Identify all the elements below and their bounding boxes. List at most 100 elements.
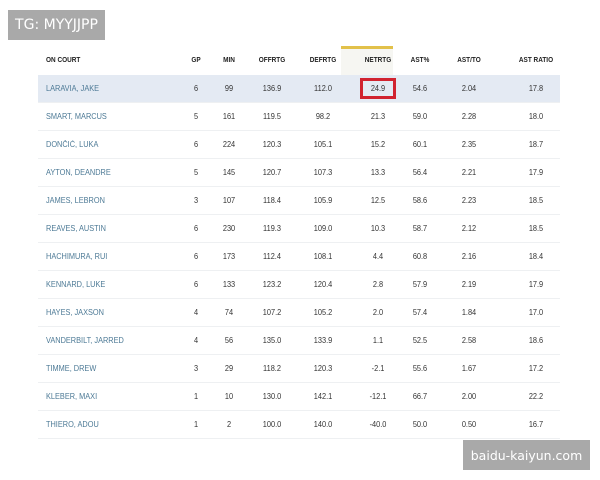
cell-name[interactable]: AYTON, DEANDRE [46, 168, 111, 177]
table-row[interactable]: REAVES, AUSTIN 6 230 119.3 109.0 10.3 58.7 2.12… [38, 215, 560, 243]
table-row[interactable]: JAMES, LEBRON 3 107 118.4 105.9 12.5 58.6 2.23 1… [38, 187, 560, 215]
cell-ast-to: 2.23 [461, 196, 477, 205]
cell-offrtg: 119.3 [263, 224, 281, 233]
cell-ast-pct: 52.5 [412, 336, 428, 345]
cell-min: 224 [222, 140, 236, 149]
cell-netrtg: 15.2 [370, 140, 386, 149]
watermark-top-left: TG: MYYJJPP [8, 10, 105, 40]
cell-netrtg: 13.3 [370, 168, 386, 177]
cell-min: 99 [224, 84, 234, 93]
cell-ast-to: 2.19 [461, 280, 477, 289]
cell-gp: 6 [193, 224, 199, 233]
table-row[interactable]: TIMME, DREW 3 29 118.2 120.3 -2.1 55.6 1.67 17.2 [38, 355, 560, 383]
column-header-offrtg[interactable]: OFFRTG [258, 57, 286, 64]
cell-min: 230 [222, 224, 236, 233]
table-row[interactable]: VANDERBILT, JARRED 4 56 135.0 133.9 1.1 52.5 2.… [38, 327, 560, 355]
cell-defrtg: 140.0 [313, 420, 333, 429]
cell-name[interactable]: HAYES, JAXSON [46, 308, 104, 317]
table-row[interactable]: KLEBER, MAXI 1 10 130.0 142.1 -12.1 66.7 2.00 22… [38, 383, 560, 411]
cell-ast-ratio: 18.5 [528, 196, 544, 205]
cell-netrtg: -40.0 [369, 420, 387, 429]
table-row[interactable]: DONČIĆ, LUKA 6 224 120.3 105.1 15.2 60.1 2.35 18… [38, 131, 560, 159]
cell-gp: 6 [193, 84, 199, 93]
cell-ast-pct: 66.7 [412, 392, 428, 401]
cell-ast-pct: 54.6 [412, 84, 428, 93]
cell-name[interactable]: THIERO, ADOU [46, 420, 99, 429]
column-header-ast-to[interactable]: AST/TO [457, 57, 481, 64]
table-body: LARAVIA, JAKE 6 99 136.9 112.0 24.9 54.6 2.04 17… [38, 75, 560, 439]
cell-ast-to: 1.67 [461, 364, 477, 373]
cell-name[interactable]: KENNARD, LUKE [46, 280, 106, 289]
cell-min: 74 [224, 308, 234, 317]
cell-ast-to: 2.00 [461, 392, 477, 401]
column-header-netrtg[interactable]: NETRTG [364, 57, 392, 64]
cell-netrtg: 21.3 [370, 112, 386, 121]
cell-gp: 3 [193, 196, 199, 205]
cell-ast-to: 2.28 [461, 112, 477, 121]
cell-ast-ratio: 18.6 [528, 336, 544, 345]
cell-ast-pct: 59.0 [412, 112, 428, 121]
cell-min: 161 [222, 112, 236, 121]
column-header-min[interactable]: MIN [223, 57, 235, 64]
cell-name[interactable]: KLEBER, MAXI [46, 392, 98, 401]
cell-gp: 4 [193, 336, 199, 345]
cell-ast-pct: 57.4 [412, 308, 428, 317]
column-header-name[interactable]: ON COURT [46, 57, 81, 64]
cell-ast-pct: 58.7 [412, 224, 428, 233]
cell-gp: 5 [193, 112, 199, 121]
table-row[interactable]: THIERO, ADOU 1 2 100.0 140.0 -40.0 50.0 0.50 16.… [38, 411, 560, 439]
table-row[interactable]: SMART, MARCUS 5 161 119.5 98.2 21.3 59.0 2.28 18… [38, 103, 560, 131]
cell-ast-pct: 56.4 [412, 168, 428, 177]
cell-ast-to: 2.58 [461, 336, 477, 345]
table-row[interactable]: AYTON, DEANDRE 5 145 120.7 107.3 13.3 56.4 2.21… [38, 159, 560, 187]
cell-offrtg: 120.7 [262, 168, 282, 177]
cell-ast-to: 2.04 [461, 84, 477, 93]
cell-gp: 1 [193, 392, 199, 401]
cell-offrtg: 136.9 [262, 84, 282, 93]
column-header-defrtg[interactable]: DEFRTG [309, 57, 337, 64]
cell-defrtg: 142.1 [313, 392, 333, 401]
cell-ast-ratio: 18.7 [528, 140, 544, 149]
cell-netrtg: 2.8 [372, 280, 384, 289]
cell-name[interactable]: DONČIĆ, LUKA [46, 140, 99, 149]
cell-defrtg: 107.3 [313, 168, 333, 177]
cell-ast-pct: 57.9 [412, 280, 428, 289]
cell-ast-ratio: 17.8 [528, 84, 544, 93]
cell-min: 133 [222, 280, 236, 289]
table-row[interactable]: LARAVIA, JAKE 6 99 136.9 112.0 24.9 54.6 2.04 17… [38, 75, 560, 103]
cell-offrtg: 135.0 [262, 336, 282, 345]
watermark-bottom-right: baidu-kaiyun.com [463, 440, 590, 470]
cell-min: 2 [226, 420, 232, 429]
cell-gp: 5 [193, 168, 199, 177]
table-row[interactable]: HAYES, JAXSON 4 74 107.2 105.2 2.0 57.4 1.84 17.… [38, 299, 560, 327]
cell-netrtg: 24.9 [370, 84, 386, 93]
cell-defrtg: 133.9 [313, 336, 333, 345]
column-header-gp[interactable]: GP [191, 57, 201, 64]
cell-defrtg: 109.0 [313, 224, 333, 233]
cell-name[interactable]: VANDERBILT, JARRED [46, 336, 124, 345]
cell-name[interactable]: TIMME, DREW [46, 364, 97, 373]
table-row[interactable]: KENNARD, LUKE 6 133 123.2 120.4 2.8 57.9 2.19 17… [38, 271, 560, 299]
cell-min: 173 [222, 252, 236, 261]
sorted-column-indicator [341, 46, 393, 75]
table-row[interactable]: HACHIMURA, RUI 6 173 112.4 108.1 4.4 60.8 2.16 1… [38, 243, 560, 271]
cell-gp: 1 [193, 420, 199, 429]
column-header-ast-ratio[interactable]: AST RATIO [518, 57, 554, 64]
cell-gp: 6 [193, 140, 199, 149]
cell-gp: 4 [193, 308, 199, 317]
cell-name[interactable]: REAVES, AUSTIN [46, 224, 106, 233]
cell-name[interactable]: JAMES, LEBRON [46, 196, 105, 205]
cell-ast-to: 2.12 [461, 224, 477, 233]
cell-name[interactable]: HACHIMURA, RUI [46, 252, 108, 261]
cell-min: 10 [224, 392, 234, 401]
cell-min: 107 [222, 196, 236, 205]
cell-name[interactable]: SMART, MARCUS [46, 112, 107, 121]
cell-ast-pct: 58.6 [412, 196, 428, 205]
cell-ast-pct: 55.6 [412, 364, 428, 373]
cell-ast-pct: 60.8 [412, 252, 428, 261]
cell-ast-to: 0.50 [461, 420, 477, 429]
cell-name[interactable]: LARAVIA, JAKE [46, 84, 100, 93]
cell-netrtg: -12.1 [369, 392, 387, 401]
column-header-ast-pct[interactable]: AST% [410, 57, 430, 64]
cell-netrtg: 12.5 [370, 196, 386, 205]
